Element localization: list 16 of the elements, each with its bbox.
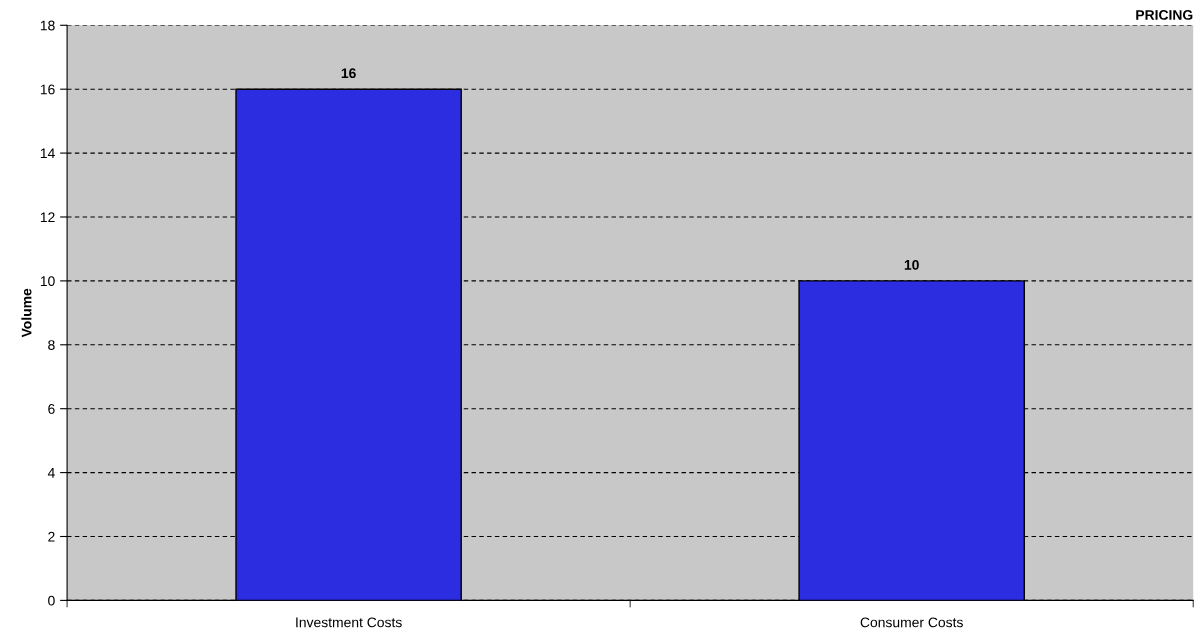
chart-title: PRICING [1136,10,1193,20]
y-tick-label: 10 [40,276,55,287]
y-tick-label: 0 [48,595,55,606]
data-label: 10 [904,259,919,270]
x-tick-label: Investment Costs [296,617,402,628]
y-tick-label: 14 [40,148,55,159]
data-label: 16 [341,68,356,79]
y-tick-label: 2 [48,531,55,542]
y-tick-label: 4 [47,468,55,478]
y-tick-label: 8 [48,340,55,350]
y-tick-label: 6 [48,404,55,414]
y-axis-title: Volume [21,288,32,338]
y-tick-label: 18 [40,20,55,31]
y-tick-label: 16 [40,84,55,95]
x-tick-label: Consumer Costs [860,617,963,628]
y-tick-label: 12 [40,212,55,223]
